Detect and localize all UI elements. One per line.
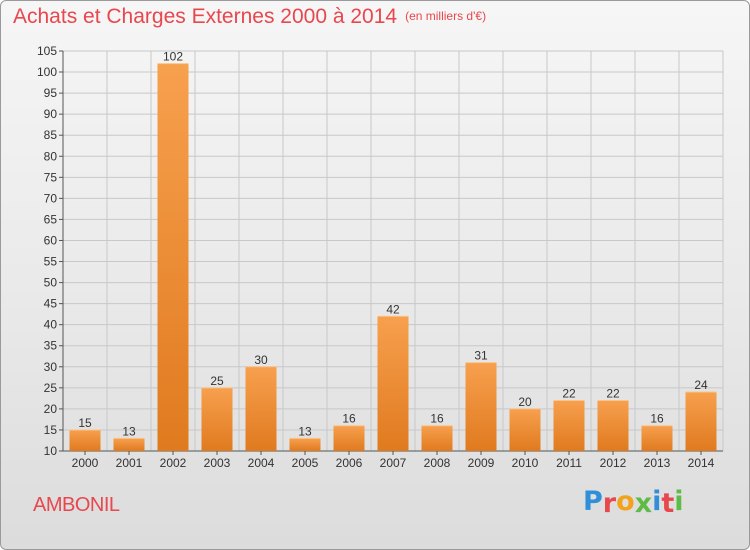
logo-letter: i (674, 486, 684, 517)
y-tick-label: 100 (37, 65, 57, 79)
logo-letter: o (616, 486, 635, 517)
x-tick-label: 2006 (336, 456, 363, 470)
y-tick-label: 15 (44, 423, 58, 437)
bar-2011 (553, 400, 585, 451)
data-label: 102 (163, 50, 183, 64)
data-label: 15 (78, 416, 92, 430)
data-label: 13 (298, 424, 312, 438)
y-tick-label: 75 (44, 170, 58, 184)
y-tick-label: 105 (37, 44, 57, 58)
bar-2012 (597, 400, 629, 451)
y-tick-label: 60 (44, 233, 58, 247)
data-label: 42 (386, 302, 400, 316)
bar-2000 (69, 429, 101, 451)
data-label: 22 (562, 386, 576, 400)
bar-2009 (465, 362, 497, 451)
data-label: 16 (650, 412, 664, 426)
bar-2010 (509, 408, 541, 451)
bar-2014 (685, 392, 717, 451)
y-tick-label: 95 (44, 86, 58, 100)
x-tick-label: 2012 (600, 456, 627, 470)
bar-2001 (113, 438, 145, 451)
data-label: 30 (254, 353, 268, 367)
y-tick-label: 90 (44, 107, 58, 121)
bar-2013 (641, 425, 673, 451)
chart-subtitle: (en milliers d'€) (405, 9, 487, 23)
x-tick-label: 2013 (644, 456, 671, 470)
y-tick-label: 40 (44, 318, 58, 332)
y-tick-label: 65 (44, 212, 58, 226)
y-tick-label: 55 (44, 255, 58, 269)
logo-letter: x (634, 488, 653, 519)
data-labels: 15 13 102 25 30 13 16 42 16 31 20 22 22 16 24 (78, 50, 708, 439)
y-tick-label: 35 (44, 339, 58, 353)
x-tick-label: 2002 (160, 456, 187, 470)
proxiti-logo: Proxiti (583, 486, 684, 519)
y-tick-label: 85 (44, 128, 58, 142)
x-tick-label: 2004 (248, 456, 275, 470)
x-tick-label: 2010 (512, 456, 539, 470)
data-label: 22 (606, 386, 620, 400)
y-tick-label: 10 (44, 444, 58, 458)
bar-2006 (333, 425, 365, 451)
x-tick-label: 2011 (556, 456, 582, 470)
y-tick-label: 25 (44, 381, 58, 395)
y-tick-label: 50 (44, 276, 58, 290)
y-tick-label: 45 (44, 297, 58, 311)
bar-2004 (245, 366, 277, 451)
commune-name: AMBONIL (33, 494, 120, 516)
bar-2003 (201, 387, 233, 451)
logo-letter: i (652, 486, 662, 517)
x-tick-label: 2009 (468, 456, 495, 470)
logo-letter: r (602, 488, 617, 519)
x-tick-label: 2008 (424, 456, 451, 470)
x-tick-label: 2001 (116, 456, 143, 470)
x-tick-label: 2007 (380, 456, 407, 470)
bar-2005 (289, 438, 321, 451)
bar-2008 (421, 425, 453, 451)
bars (69, 63, 717, 451)
y-tick-label: 80 (44, 149, 58, 163)
data-label: 16 (342, 412, 356, 426)
data-label: 24 (694, 378, 708, 392)
data-label: 13 (122, 424, 136, 438)
data-label: 20 (518, 395, 532, 409)
logo-letter: P (583, 486, 603, 517)
chart-title-text: Achats et Charges Externes 2000 à 2014 (13, 5, 398, 28)
chart-title: Achats et Charges Externes 2000 à 2014 (e… (13, 5, 486, 29)
data-label: 31 (474, 349, 488, 363)
bar-2007 (377, 316, 409, 451)
y-tick-label: 20 (44, 402, 58, 416)
y-tick-label: 70 (44, 191, 58, 205)
axes: 10 15 20 25 30 35 40 45 50 55 60 65 70 75 80 85 90 95 100 1… (37, 44, 723, 470)
bar-2002 (157, 63, 189, 451)
data-label: 25 (210, 374, 224, 388)
x-tick-label: 2000 (72, 456, 99, 470)
x-tick-label: 2014 (688, 456, 715, 470)
y-tick-label: 30 (44, 360, 58, 374)
data-label: 16 (430, 412, 444, 426)
logo-letter: t (661, 488, 675, 519)
x-tick-label: 2005 (292, 456, 319, 470)
x-tick-label: 2003 (204, 456, 231, 470)
